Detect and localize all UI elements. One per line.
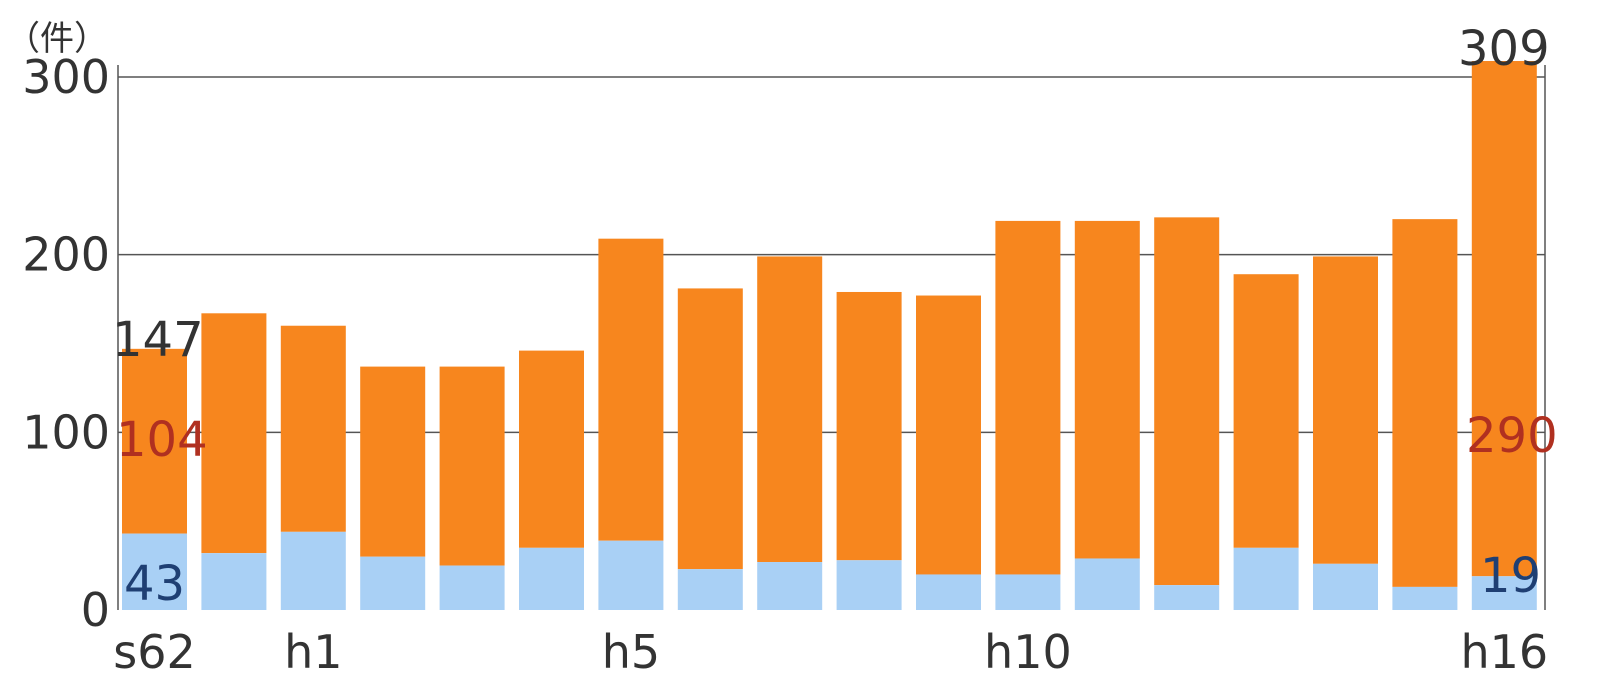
bar-bottom-s63 [201, 553, 267, 610]
bar-top-h12 [1154, 217, 1220, 586]
bar-bottom-h13 [1233, 547, 1299, 610]
first-total-label: 147 [112, 312, 204, 368]
bar-bottom-h12 [1154, 585, 1220, 610]
bar-top-s63 [201, 313, 267, 554]
bar-bottom-s62 [122, 533, 187, 610]
bar-bottom-h15 [1392, 586, 1458, 610]
bar-top-h11 [1074, 220, 1140, 559]
bar-bottom-h6 [677, 569, 743, 610]
bar-top-h16 [1471, 61, 1537, 577]
gridlines [117, 65, 1546, 610]
bar-bottom-h1 [280, 531, 346, 610]
y-tick-label: 100 [22, 405, 110, 459]
x-tick-label: h1 [284, 625, 342, 678]
y-tick-label: 0 [81, 583, 110, 637]
x-tick-label: s62 [113, 625, 196, 678]
y-tick-labels: 0 100 200 300 [22, 50, 110, 637]
bar-top-s62 [122, 348, 187, 534]
bar-bottom-h11 [1074, 558, 1140, 610]
first-top-label: 104 [116, 412, 208, 468]
x-tick-label: h5 [602, 625, 660, 678]
bar-top-h10 [995, 220, 1061, 575]
bar-top-h4 [519, 350, 584, 548]
last-total-label: 309 [1458, 21, 1550, 77]
bar-bottom-h10 [995, 574, 1061, 610]
bar-top-h7 [757, 256, 823, 563]
bar-bottom-h7 [757, 562, 823, 610]
bar-top-h5 [598, 238, 664, 541]
x-tick-label: h16 [1460, 625, 1548, 678]
bar-bottom-h3 [439, 565, 505, 610]
last-bottom-label: 19 [1480, 548, 1541, 604]
bar-top-h13 [1233, 274, 1299, 548]
bar-top-h3 [439, 366, 505, 566]
y-unit-label: （件） [6, 19, 108, 59]
bar-bottom-h8 [836, 560, 902, 610]
bar-bottom-h2 [360, 556, 426, 610]
bar-top-h15 [1392, 219, 1458, 587]
bar-top-h14 [1313, 256, 1378, 564]
x-tick-label: h10 [984, 625, 1072, 678]
x-tick-labels: s62 h1 h5 h10 h16 [113, 625, 1548, 678]
bar-top-h9 [916, 295, 981, 575]
bar-bottom-h14 [1313, 563, 1378, 610]
y-tick-label: 200 [22, 228, 110, 282]
bar-top-h1 [280, 325, 346, 532]
bar-bottom-h4 [519, 547, 584, 610]
bar-bottom-h5 [598, 540, 664, 610]
last-top-label: 290 [1466, 408, 1558, 464]
y-tick-label: 300 [22, 50, 110, 104]
bars [122, 61, 1537, 610]
bar-top-h2 [360, 366, 426, 557]
bar-top-h6 [677, 288, 743, 570]
bar-bottom-h16 [1471, 576, 1537, 610]
bar-top-h8 [836, 291, 902, 561]
first-bottom-label: 43 [124, 556, 185, 612]
bar-bottom-h9 [916, 574, 981, 610]
